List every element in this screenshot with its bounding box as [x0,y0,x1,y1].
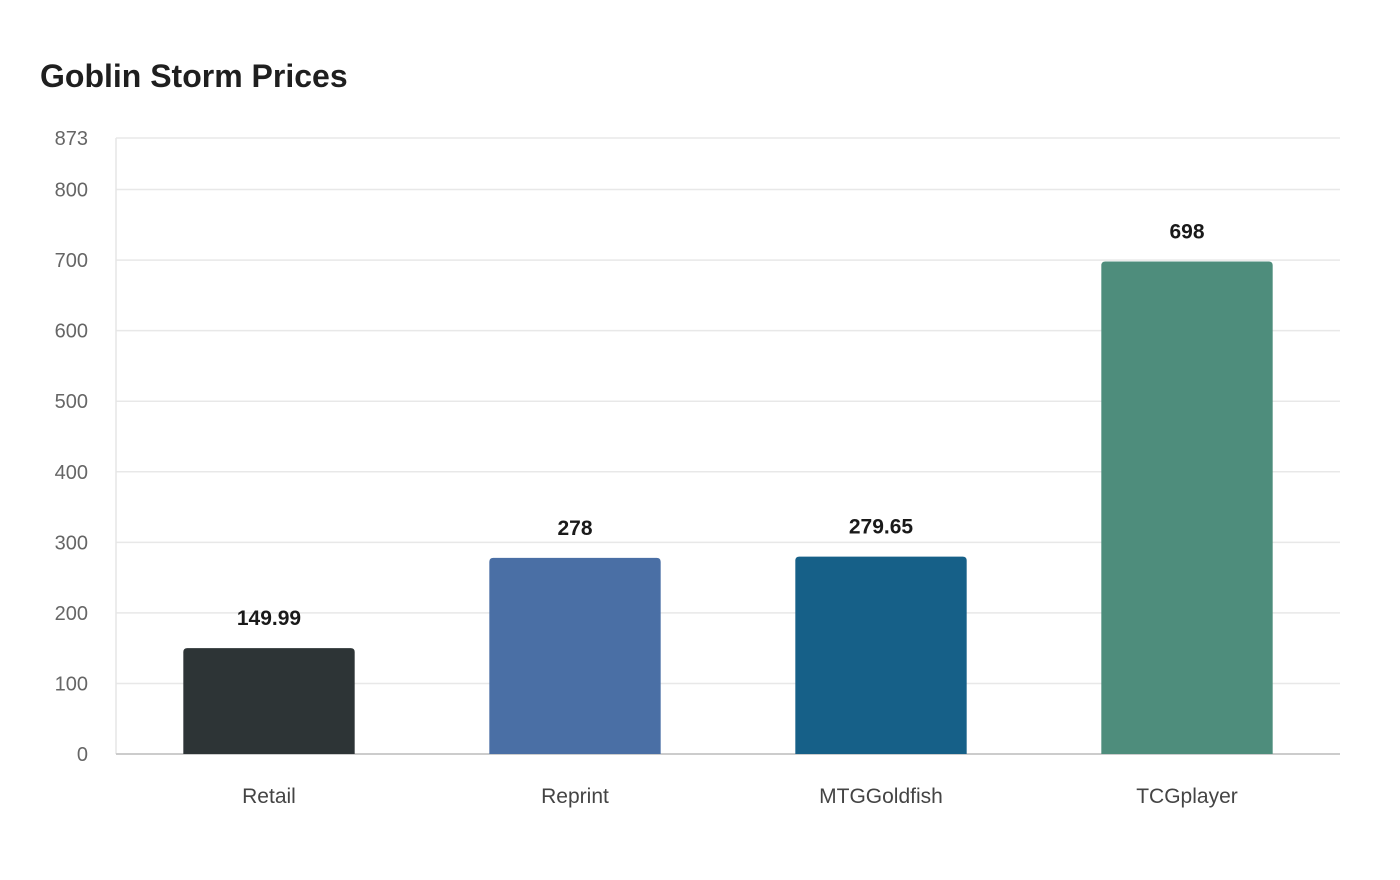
bar-mtggoldfish [795,556,967,754]
category-label: MTGGoldfish [819,785,943,808]
y-tick-label: 300 [55,532,88,554]
y-tick-label: 100 [55,673,88,695]
y-tick-labels: 0 100 200 300 400 500 600 700 800 873 [55,128,88,766]
category-label: Reprint [541,785,609,808]
bars [183,261,1273,754]
y-tick-label: 500 [55,391,88,413]
bar-reprint [489,557,661,754]
y-tick-label: 200 [55,603,88,625]
value-label: 279.65 [849,516,914,539]
y-tick-label: 800 [55,180,88,202]
chart-title: Goblin Storm Prices [40,58,348,94]
category-label: Retail [242,785,296,808]
category-labels: Retail Reprint MTGGoldfish TCGplayer [242,785,1238,808]
value-label: 278 [557,517,592,540]
y-tick-label: 600 [55,321,88,343]
y-tick-label: 873 [55,128,88,150]
y-tick-label: 0 [77,744,88,766]
value-label: 698 [1169,220,1204,243]
y-tick-label: 700 [55,250,88,272]
value-label: 149.99 [237,607,301,630]
bar-tcgplayer [1101,261,1273,754]
bar-retail [183,648,355,754]
value-labels: 149.99 278 279.65 698 [237,220,1205,630]
category-label: TCGplayer [1136,785,1238,808]
y-tick-label: 400 [55,462,88,484]
